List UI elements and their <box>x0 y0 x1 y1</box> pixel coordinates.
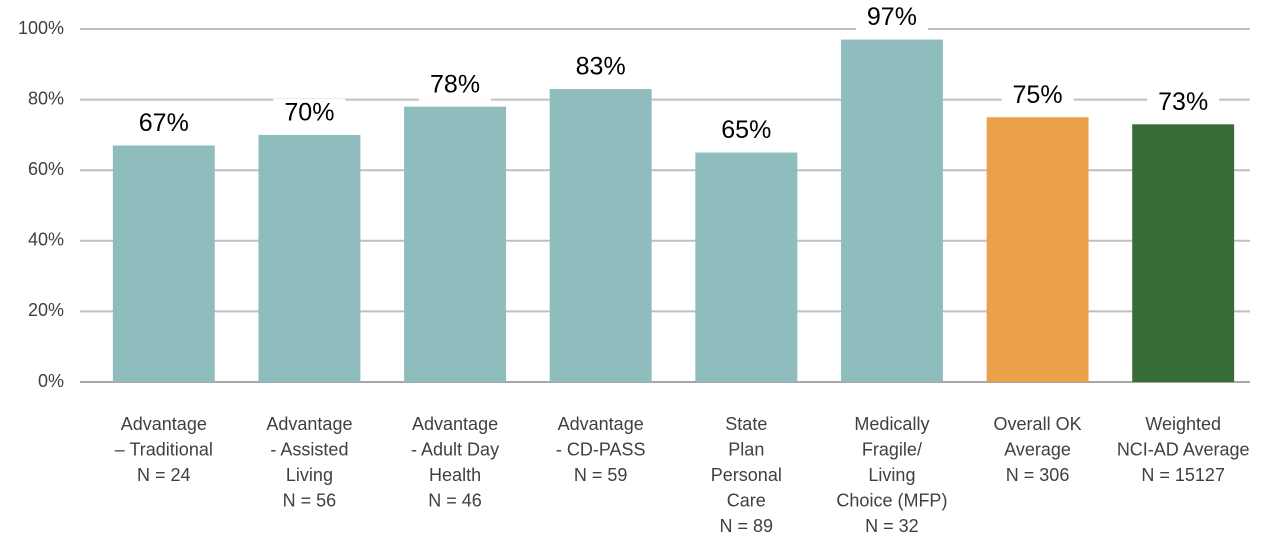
x-tick-label: N = 89 <box>720 516 774 536</box>
y-tick-label: 100% <box>18 18 64 38</box>
x-tick-label: Living <box>286 465 333 485</box>
x-tick-label: Fragile/ <box>862 439 922 459</box>
value-label: 70% <box>284 99 334 127</box>
x-tick-label: N = 56 <box>283 490 337 510</box>
x-tick-label: Health <box>429 465 481 485</box>
x-tick-label: N = 15127 <box>1141 465 1225 485</box>
value-label: 75% <box>1013 81 1063 109</box>
x-tick-label: – Traditional <box>115 439 213 459</box>
label-background <box>1001 81 1074 112</box>
label-background <box>1147 88 1220 119</box>
x-tick-label: State <box>725 414 767 434</box>
bar <box>695 152 798 382</box>
bar <box>549 89 652 382</box>
x-tick-label: Living <box>868 465 915 485</box>
x-tick-label: N = 306 <box>1006 465 1070 485</box>
x-tick-label: Average <box>1004 439 1071 459</box>
x-tick-label: Advantage <box>412 414 498 434</box>
value-label: 67% <box>139 109 189 137</box>
x-tick-label: Advantage <box>121 414 207 434</box>
x-tick-label: Choice (MFP) <box>836 490 947 510</box>
label-background <box>273 98 346 129</box>
value-label: 97% <box>867 3 917 31</box>
value-label: 83% <box>576 53 626 81</box>
x-tick-label: - CD-PASS <box>556 439 646 459</box>
y-tick-label: 0% <box>38 371 64 391</box>
x-tick-label: Care <box>727 490 766 510</box>
x-tick-label: Advantage <box>558 414 644 434</box>
label-background <box>564 53 637 84</box>
x-tick-label: N = 59 <box>574 465 628 485</box>
y-tick-label: 60% <box>28 159 64 179</box>
x-tick-label: - Adult Day <box>411 439 499 459</box>
y-tick-label: 40% <box>28 230 64 250</box>
label-background <box>855 3 928 34</box>
x-tick-label: N = 24 <box>137 465 191 485</box>
bar <box>258 134 361 382</box>
x-tick-label: Plan <box>728 439 764 459</box>
bar <box>404 106 507 382</box>
label-background <box>127 109 200 140</box>
y-tick-label: 80% <box>28 88 64 108</box>
label-background <box>419 70 492 101</box>
x-tick-label: Overall OK <box>994 414 1082 434</box>
x-tick-label: Personal <box>711 465 782 485</box>
x-tick-label: Advantage <box>266 414 352 434</box>
bar <box>840 39 943 383</box>
y-tick-label: 20% <box>28 300 64 320</box>
bar <box>986 117 1089 382</box>
label-background <box>710 116 783 147</box>
x-tick-label: N = 46 <box>428 490 482 510</box>
x-tick-label: NCI-AD Average <box>1117 439 1250 459</box>
bar <box>1132 124 1235 382</box>
x-tick-label: N = 32 <box>865 516 919 536</box>
value-label: 65% <box>721 116 771 144</box>
x-tick-label: - Assisted <box>270 439 348 459</box>
value-label: 78% <box>430 70 480 98</box>
x-tick-label: Weighted <box>1145 414 1221 434</box>
value-label: 73% <box>1158 88 1208 116</box>
x-tick-label: Medically <box>854 414 929 434</box>
bar <box>112 145 215 382</box>
